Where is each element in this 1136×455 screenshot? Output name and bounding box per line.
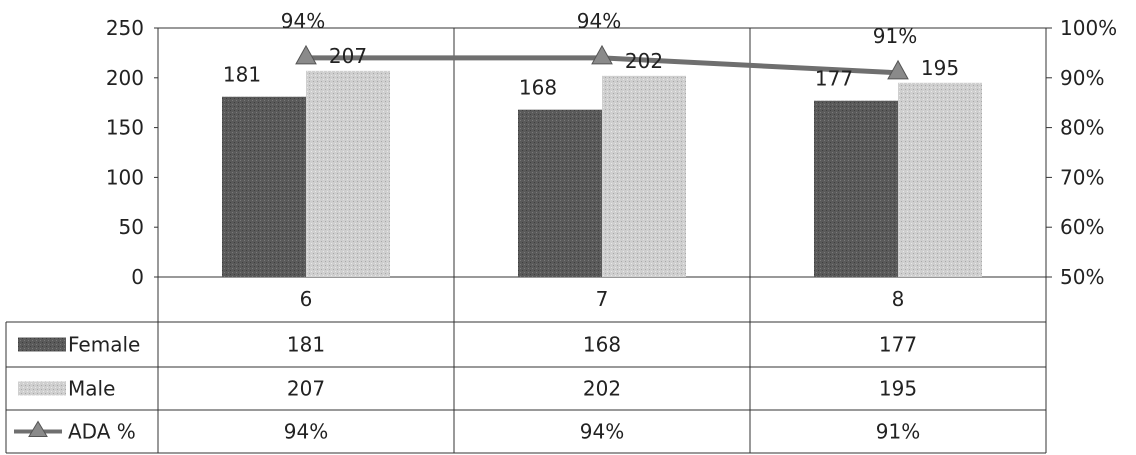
table-cell: 91% xyxy=(876,420,920,444)
data-label-male: 195 xyxy=(921,56,959,80)
table-cell: 94% xyxy=(580,420,624,444)
data-label-female: 177 xyxy=(815,67,853,91)
bar-female xyxy=(518,109,602,277)
category-label: 6 xyxy=(300,287,313,311)
category-label: 8 xyxy=(892,287,905,311)
y-tick-label: 100 xyxy=(106,165,144,189)
bar-female xyxy=(222,96,306,277)
data-label-male: 207 xyxy=(329,44,367,68)
y-axis-left: 0 50 100 150 200 250 xyxy=(106,16,158,289)
y-tick-label: 50 xyxy=(119,215,144,239)
ada-line-series xyxy=(295,44,909,80)
y2-tick-label: 50% xyxy=(1060,265,1104,289)
bar-male xyxy=(898,82,982,277)
table-row-header: Male xyxy=(68,377,115,401)
data-label-ada: 94% xyxy=(577,9,621,33)
table-cell: 168 xyxy=(583,333,621,357)
ada-marker xyxy=(591,44,613,65)
table-row-header: Female xyxy=(68,333,140,357)
y-axis-right: 50% 60% 70% 80% 90% 100% xyxy=(1046,16,1117,289)
bar-male xyxy=(306,70,390,277)
table-cell: 202 xyxy=(583,377,621,401)
ada-marker xyxy=(887,59,909,80)
legend-key-female xyxy=(18,337,66,352)
table-cell: 181 xyxy=(287,333,325,357)
table-cell: 207 xyxy=(287,377,325,401)
ada-marker xyxy=(295,44,317,65)
bar-female xyxy=(814,100,898,277)
y-tick-label: 250 xyxy=(106,16,144,40)
data-label-ada: 94% xyxy=(281,9,325,33)
y-tick-label: 150 xyxy=(106,116,144,140)
y-tick-label: 200 xyxy=(106,66,144,90)
data-label-male: 202 xyxy=(625,49,663,73)
y2-tick-label: 70% xyxy=(1060,165,1104,189)
y2-tick-label: 80% xyxy=(1060,116,1104,140)
legend-key-ada-marker xyxy=(28,420,48,437)
y2-tick-label: 60% xyxy=(1060,215,1104,239)
bar-male xyxy=(602,75,686,277)
bar-series xyxy=(222,70,982,277)
table-cell: 195 xyxy=(879,377,917,401)
legend-key-male xyxy=(18,381,66,396)
data-label-ada: 91% xyxy=(873,24,917,48)
table-cell: 177 xyxy=(879,333,917,357)
y-tick-label: 0 xyxy=(131,265,144,289)
y2-tick-label: 100% xyxy=(1060,16,1117,40)
table-row-header: ADA % xyxy=(68,420,136,444)
data-table: 6 7 8 Female 181 168 177 Male 207 202 195 ADA % 94% 9… xyxy=(5,287,1046,454)
table-cell: 94% xyxy=(284,420,328,444)
category-label: 7 xyxy=(596,287,609,311)
data-label-female: 181 xyxy=(223,63,261,87)
data-labels: 181 207 168 202 177 195 94% 94% 91% xyxy=(223,9,959,100)
data-label-female: 168 xyxy=(519,76,557,100)
y2-tick-label: 90% xyxy=(1060,66,1104,90)
